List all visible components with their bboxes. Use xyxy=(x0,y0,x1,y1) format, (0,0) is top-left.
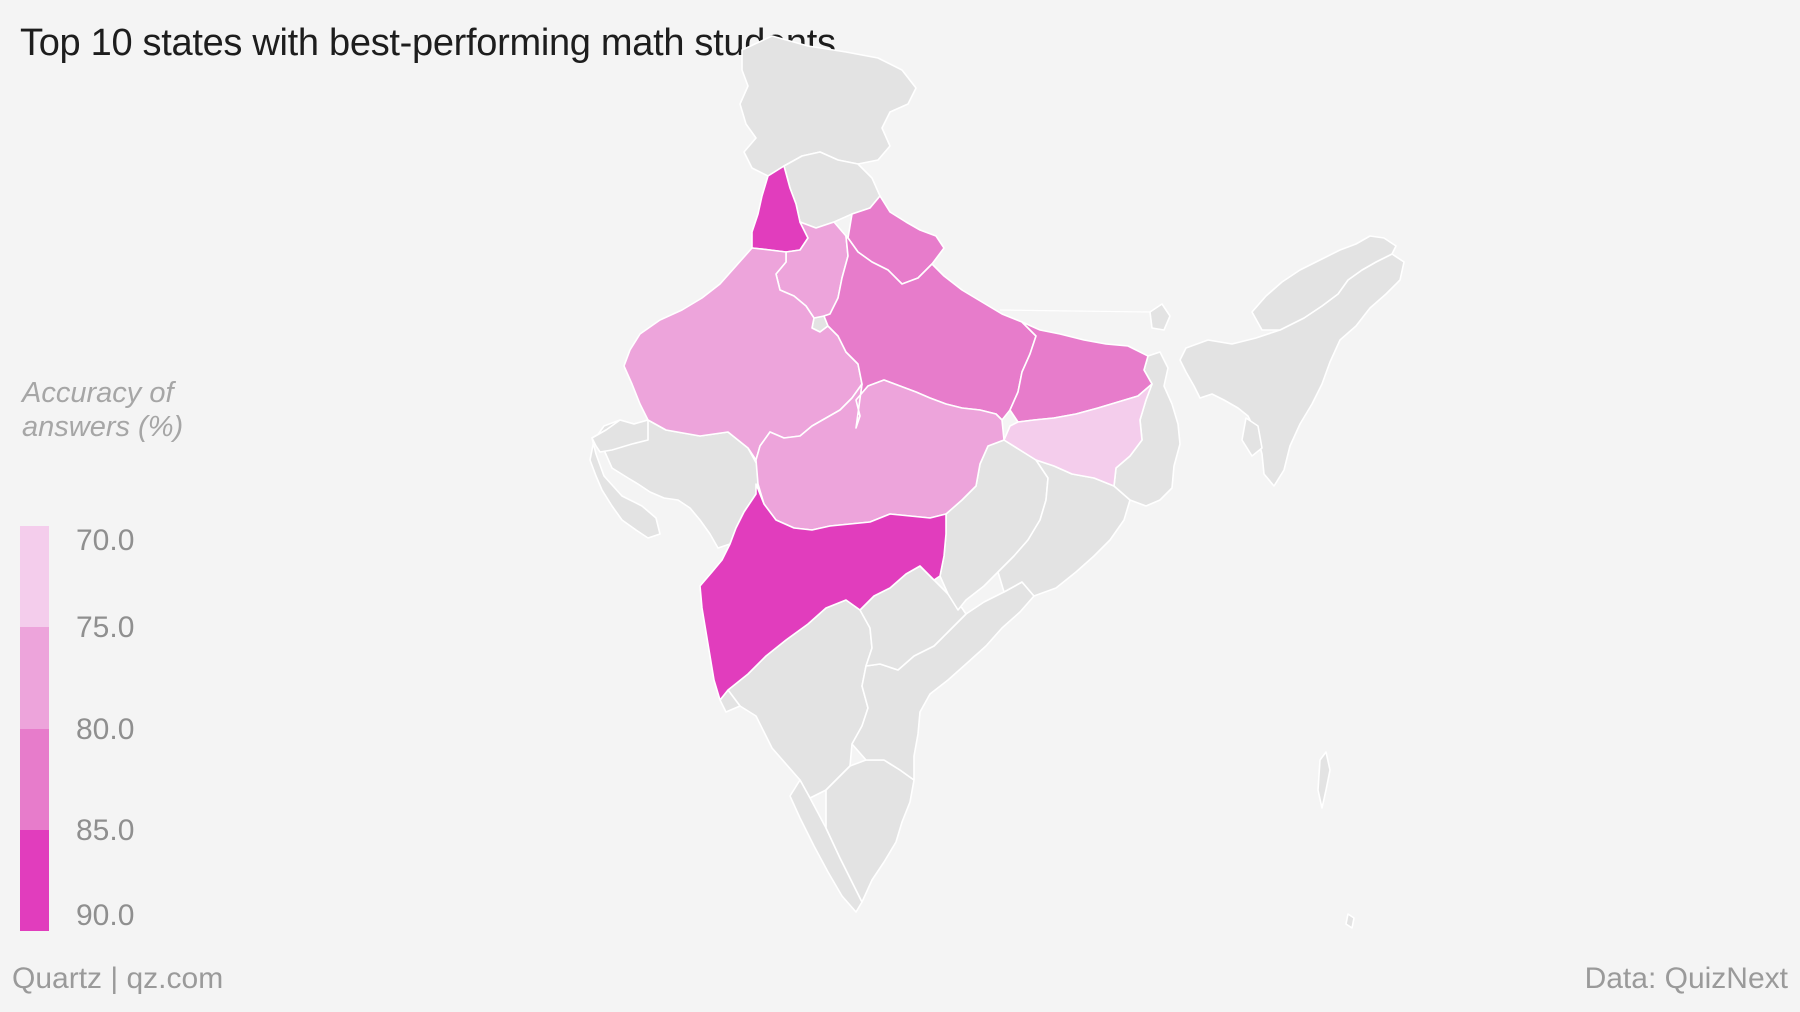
region-tamil-nadu xyxy=(825,759,915,903)
legend-swatch-0 xyxy=(20,526,49,628)
legend-tick-4: 90.0 xyxy=(76,899,135,932)
legend-tick-0: 70.0 xyxy=(76,524,135,557)
chart-title: Top 10 states with best-performing math … xyxy=(20,22,836,64)
region-andaman-islands xyxy=(1317,751,1331,809)
legend-color-scale: 70.0 75.0 80.0 85.0 90.0 xyxy=(20,526,134,931)
legend-tick-3: 85.0 xyxy=(76,813,135,847)
region-jharkhand xyxy=(1003,383,1153,487)
highlighted-regions xyxy=(623,165,1153,701)
legend-title-line-1: Accuracy of xyxy=(22,377,174,409)
legend-title: Accuracy of answers (%) xyxy=(22,376,242,444)
data-source: Data: QuizNext xyxy=(1584,962,1788,995)
legend-swatch-3 xyxy=(20,829,49,931)
source-credit: Quartz | qz.com xyxy=(12,962,224,995)
region-arunachal-pradesh xyxy=(1251,235,1397,331)
region-nicobar-islands xyxy=(1345,913,1355,929)
region-kutch xyxy=(591,419,649,453)
region-tripura xyxy=(1241,417,1263,457)
base-regions xyxy=(589,35,1405,929)
legend-swatch-2 xyxy=(20,728,49,830)
internal-borders xyxy=(755,309,1151,781)
legend-title-line-2: answers (%) xyxy=(22,411,184,443)
legend-swatch-1 xyxy=(20,627,49,729)
region-sikkim xyxy=(1149,303,1171,331)
legend-tick-2: 80.0 xyxy=(76,712,135,746)
region-maharashtra xyxy=(699,483,947,701)
legend-tick-1: 75.0 xyxy=(76,611,135,645)
